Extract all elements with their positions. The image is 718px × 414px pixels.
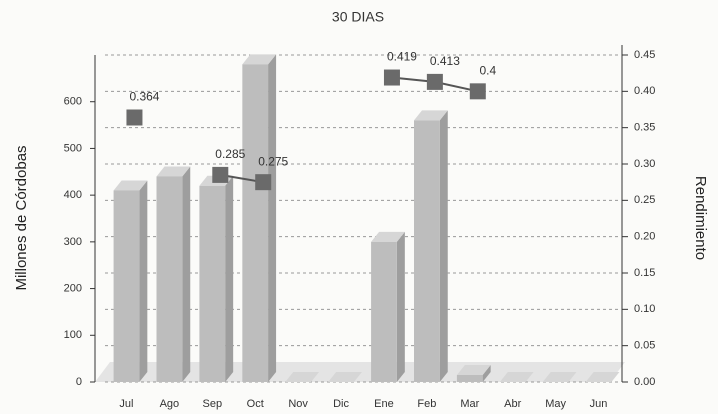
bar-top bbox=[456, 364, 491, 375]
bar-top bbox=[285, 372, 319, 382]
bar bbox=[414, 120, 440, 383]
y2-tick-label: 0.35 bbox=[634, 122, 655, 134]
bar-top bbox=[242, 54, 277, 65]
line-marker bbox=[255, 174, 272, 191]
bar bbox=[456, 374, 483, 382]
bar-top bbox=[585, 372, 620, 382]
bar bbox=[371, 241, 397, 382]
data-label: 0.275 bbox=[258, 154, 288, 168]
line-marker bbox=[426, 73, 443, 90]
y2-tick-label: 0.25 bbox=[634, 194, 655, 206]
data-label: 0.419 bbox=[387, 50, 417, 64]
y-tick-label: 100 bbox=[64, 329, 82, 341]
y2-tick-label: 0.20 bbox=[634, 231, 655, 243]
y-tick-label: 500 bbox=[64, 142, 82, 154]
line-marker bbox=[469, 83, 486, 100]
x-tick-label: Oct bbox=[247, 398, 264, 410]
y2-axis-label: Rendimiento bbox=[692, 176, 709, 260]
x-tick-label: Jul bbox=[119, 398, 133, 410]
bar-top bbox=[328, 372, 362, 382]
bar-top bbox=[414, 110, 448, 121]
x-tick-label: May bbox=[545, 398, 566, 410]
y2-tick-label: 0.10 bbox=[634, 303, 655, 315]
data-label: 0.413 bbox=[430, 54, 460, 68]
y-tick-label: 0 bbox=[76, 376, 82, 388]
x-tick-label: Mar bbox=[460, 398, 479, 410]
bar-side bbox=[268, 54, 277, 382]
bar-side bbox=[396, 231, 405, 382]
x-tick-label: Ago bbox=[160, 398, 180, 410]
bar-side bbox=[439, 110, 448, 383]
data-label: 0.4 bbox=[479, 64, 496, 78]
y-axis-label: Millones de Córdobas bbox=[13, 145, 30, 290]
bar-top bbox=[113, 180, 148, 191]
y2-tick-label: 0.45 bbox=[634, 49, 655, 61]
y-tick-label: 300 bbox=[64, 236, 82, 248]
bar-side bbox=[139, 180, 148, 382]
y2-tick-label: 0.00 bbox=[634, 376, 655, 388]
x-tick-label: Dic bbox=[333, 398, 349, 410]
bar-top bbox=[542, 372, 577, 382]
line-marker bbox=[212, 166, 229, 183]
y-tick-label: 200 bbox=[64, 282, 82, 294]
line-marker bbox=[126, 109, 143, 126]
data-label: 0.364 bbox=[129, 90, 159, 104]
bar-top bbox=[156, 166, 191, 177]
data-label: 0.285 bbox=[215, 147, 245, 161]
bar-side bbox=[182, 166, 191, 382]
y2-tick-label: 0.40 bbox=[634, 85, 655, 97]
y-tick-label: 600 bbox=[64, 96, 82, 108]
bar bbox=[113, 190, 140, 382]
bar-side bbox=[225, 175, 234, 382]
y-tick-label: 400 bbox=[64, 189, 82, 201]
y2-tick-label: 0.15 bbox=[634, 267, 655, 279]
bar bbox=[242, 64, 269, 382]
y2-tick-label: 0.05 bbox=[634, 340, 655, 352]
x-tick-label: Ene bbox=[374, 398, 394, 410]
bar-side bbox=[482, 364, 491, 382]
y2-tick-label: 0.30 bbox=[634, 158, 655, 170]
bar-top bbox=[499, 372, 534, 382]
bar bbox=[199, 185, 226, 382]
bar-top bbox=[371, 231, 405, 242]
x-tick-label: Feb bbox=[417, 398, 436, 410]
bar bbox=[156, 176, 183, 382]
x-tick-label: Abr bbox=[504, 398, 521, 410]
line-marker bbox=[383, 69, 400, 86]
x-tick-label: Jun bbox=[590, 398, 608, 410]
x-tick-label: Nov bbox=[288, 398, 308, 410]
chart-title: 30 DIAS bbox=[332, 9, 384, 25]
x-tick-label: Sep bbox=[203, 398, 223, 410]
